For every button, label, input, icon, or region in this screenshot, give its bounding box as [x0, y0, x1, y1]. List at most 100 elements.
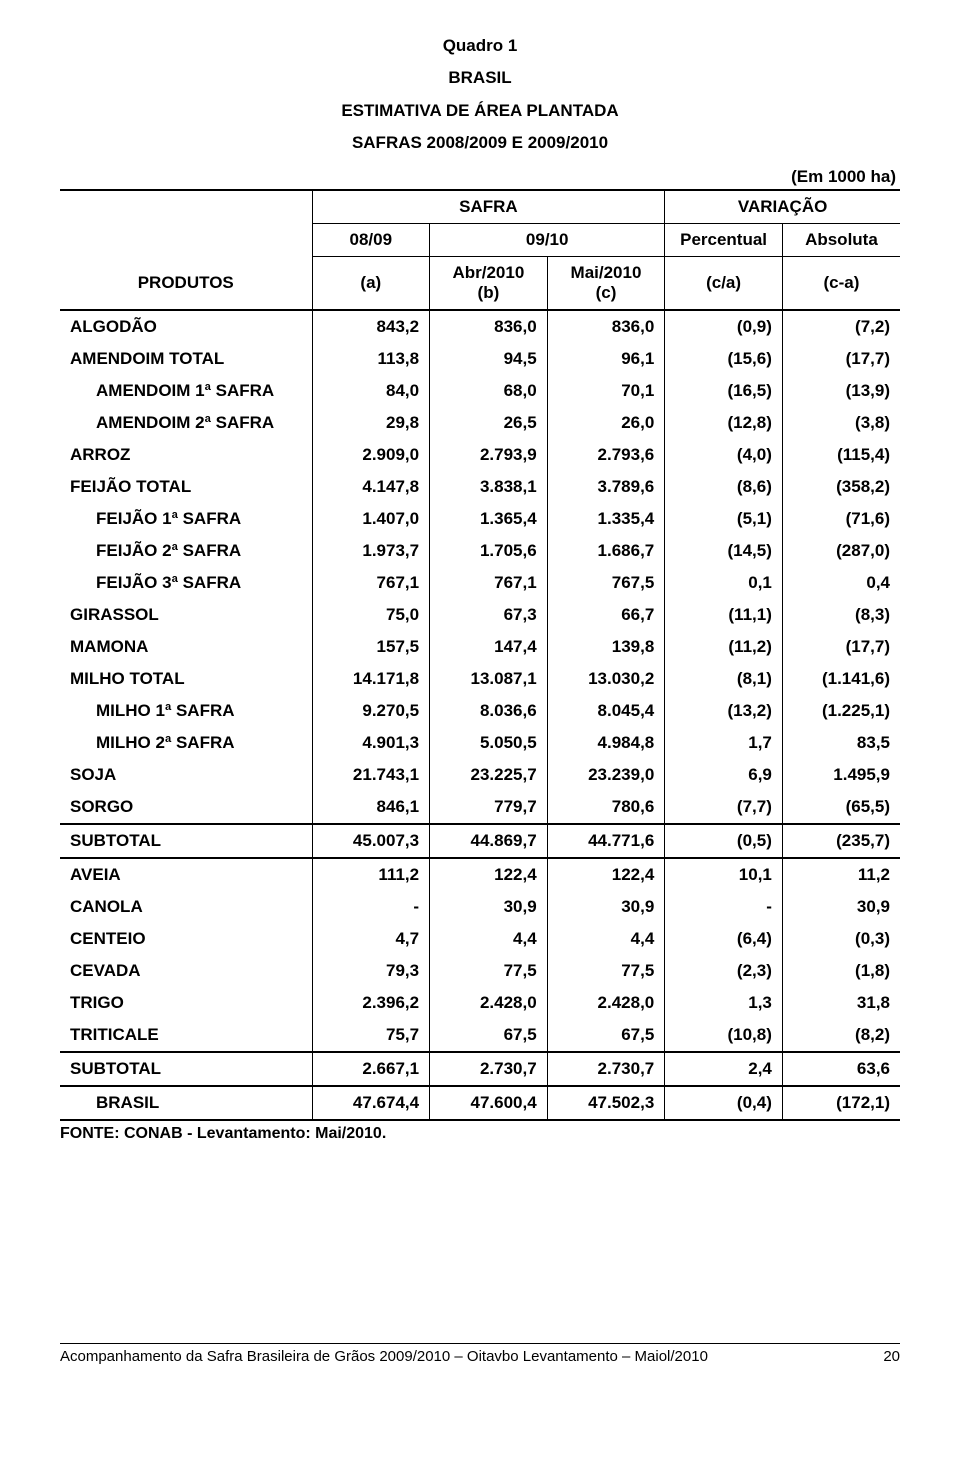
cell-value: 14.171,8: [312, 663, 430, 695]
cell-value: 67,3: [430, 599, 548, 631]
cell-value: 843,2: [312, 310, 430, 343]
cell-value: 4.984,8: [547, 727, 665, 759]
cell-value: 836,0: [430, 310, 548, 343]
cell-value: 2.793,6: [547, 439, 665, 471]
data-table: SAFRA VARIAÇÃO 08/09 09/10 Percentual Ab…: [60, 189, 900, 1121]
cell-value: 77,5: [547, 955, 665, 987]
table-row: GIRASSOL75,067,366,7(11,1)(8,3): [60, 599, 900, 631]
cell-value: 122,4: [547, 858, 665, 891]
subtotal2-c: 2.730,7: [547, 1052, 665, 1086]
cell-value: (6,4): [665, 923, 783, 955]
header-ca2: (c-a): [782, 257, 900, 311]
table-row: MILHO 2ª SAFRA4.901,35.050,54.984,81,783…: [60, 727, 900, 759]
cell-value: (11,2): [665, 631, 783, 663]
cell-value: -: [312, 891, 430, 923]
table-row: MILHO 1ª SAFRA9.270,58.036,68.045,4(13,2…: [60, 695, 900, 727]
cell-value: 2.428,0: [547, 987, 665, 1019]
cell-value: 113,8: [312, 343, 430, 375]
cell-value: (115,4): [782, 439, 900, 471]
header-b: (b): [478, 283, 500, 302]
table-row: CANOLA-30,930,9-30,9: [60, 891, 900, 923]
product-label: GIRASSOL: [60, 599, 312, 631]
cell-value: 96,1: [547, 343, 665, 375]
product-label: SOJA: [60, 759, 312, 791]
table-row: FEIJÃO 2ª SAFRA1.973,71.705,61.686,7(14,…: [60, 535, 900, 567]
cell-value: 11,2: [782, 858, 900, 891]
product-label: AVEIA: [60, 858, 312, 891]
cell-value: 10,1: [665, 858, 783, 891]
cell-value: 30,9: [547, 891, 665, 923]
cell-value: 26,0: [547, 407, 665, 439]
cell-value: (65,5): [782, 791, 900, 824]
cell-value: 84,0: [312, 375, 430, 407]
header-c: (c): [596, 283, 617, 302]
table-row: TRITICALE75,767,567,5(10,8)(8,2): [60, 1019, 900, 1052]
cell-value: 2.909,0: [312, 439, 430, 471]
header-percentual: Percentual: [665, 224, 783, 257]
table-row: AMENDOIM 1ª SAFRA84,068,070,1(16,5)(13,9…: [60, 375, 900, 407]
cell-value: (13,9): [782, 375, 900, 407]
subtotal1-d: (0,5): [665, 824, 783, 858]
title-estimativa: ESTIMATIVA DE ÁREA PLANTADA: [60, 95, 900, 127]
cell-value: 5.050,5: [430, 727, 548, 759]
cell-value: -: [665, 891, 783, 923]
subtotal2-label: SUBTOTAL: [60, 1052, 312, 1086]
cell-value: 77,5: [430, 955, 548, 987]
header-absoluta: Absoluta: [782, 224, 900, 257]
product-label: ALGODÃO: [60, 310, 312, 343]
cell-value: (0,3): [782, 923, 900, 955]
cell-value: 147,4: [430, 631, 548, 663]
cell-value: 1.407,0: [312, 503, 430, 535]
cell-value: (10,8): [665, 1019, 783, 1052]
subtotal2-a: 2.667,1: [312, 1052, 430, 1086]
cell-value: 83,5: [782, 727, 900, 759]
subtotal1-b: 44.869,7: [430, 824, 548, 858]
cell-value: 1.495,9: [782, 759, 900, 791]
product-label: MILHO TOTAL: [60, 663, 312, 695]
cell-value: 2.428,0: [430, 987, 548, 1019]
cell-value: 1.335,4: [547, 503, 665, 535]
cell-value: 1.705,6: [430, 535, 548, 567]
cell-value: 8.045,4: [547, 695, 665, 727]
product-label: FEIJÃO 3ª SAFRA: [60, 567, 312, 599]
subtotal1-a: 45.007,3: [312, 824, 430, 858]
cell-value: (1.141,6): [782, 663, 900, 695]
table-row: CENTEIO4,74,44,4(6,4)(0,3): [60, 923, 900, 955]
table-row: FEIJÃO TOTAL4.147,83.838,13.789,6(8,6)(3…: [60, 471, 900, 503]
cell-value: 6,9: [665, 759, 783, 791]
cell-value: 767,1: [430, 567, 548, 599]
brasil-c: 47.502,3: [547, 1086, 665, 1120]
cell-value: 4,4: [430, 923, 548, 955]
product-label: AMENDOIM 2ª SAFRA: [60, 407, 312, 439]
cell-value: 836,0: [547, 310, 665, 343]
brasil-e: (172,1): [782, 1086, 900, 1120]
table-row: TRIGO2.396,22.428,02.428,01,331,8: [60, 987, 900, 1019]
table-row: CEVADA79,377,577,5(2,3)(1,8): [60, 955, 900, 987]
table-row: FEIJÃO 1ª SAFRA1.407,01.365,41.335,4(5,1…: [60, 503, 900, 535]
brasil-a: 47.674,4: [312, 1086, 430, 1120]
header-ca: (c/a): [665, 257, 783, 311]
header-mai: Mai/2010 (c): [547, 257, 665, 311]
cell-value: 23.225,7: [430, 759, 548, 791]
cell-value: 9.270,5: [312, 695, 430, 727]
subtotal1-e: (235,7): [782, 824, 900, 858]
brasil-row: BRASIL 47.674,4 47.600,4 47.502,3 (0,4) …: [60, 1086, 900, 1120]
cell-value: (8,6): [665, 471, 783, 503]
cell-value: 111,2: [312, 858, 430, 891]
cell-value: (17,7): [782, 343, 900, 375]
cell-value: (8,1): [665, 663, 783, 695]
cell-value: 79,3: [312, 955, 430, 987]
product-label: AMENDOIM 1ª SAFRA: [60, 375, 312, 407]
cell-value: 1.973,7: [312, 535, 430, 567]
cell-value: (16,5): [665, 375, 783, 407]
cell-value: (17,7): [782, 631, 900, 663]
product-label: MILHO 2ª SAFRA: [60, 727, 312, 759]
cell-value: 2.793,9: [430, 439, 548, 471]
cell-value: (0,9): [665, 310, 783, 343]
table-row: AVEIA111,2122,4122,410,111,2: [60, 858, 900, 891]
product-label: TRIGO: [60, 987, 312, 1019]
cell-value: (71,6): [782, 503, 900, 535]
table-row: SOJA21.743,123.225,723.239,06,91.495,9: [60, 759, 900, 791]
cell-value: 30,9: [782, 891, 900, 923]
cell-value: 0,4: [782, 567, 900, 599]
